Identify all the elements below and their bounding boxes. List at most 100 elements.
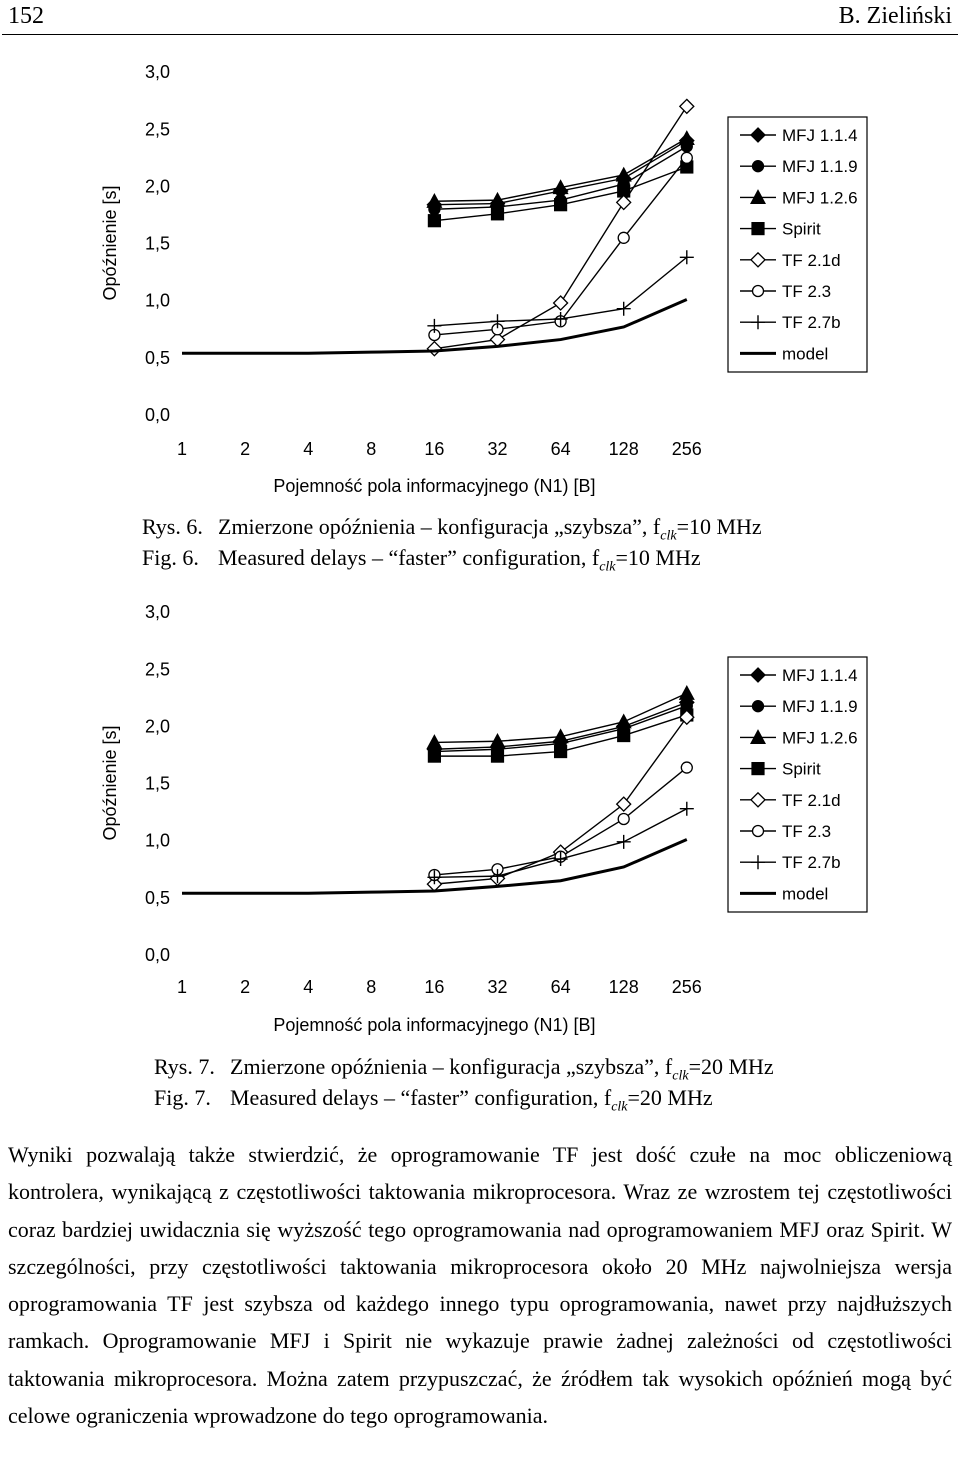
series-model — [182, 298, 688, 355]
y-tick-label: 3,0 — [145, 62, 170, 82]
legend-marker — [751, 315, 765, 330]
x-tick-label: 128 — [609, 977, 639, 997]
y-tick-label: 2,5 — [145, 119, 170, 139]
caption-fig-label: Fig. 6. — [142, 545, 199, 570]
figure-7-caption: Rys. 7. Zmierzone opóźnienia – konfigura… — [154, 1054, 774, 1114]
data-point — [680, 761, 693, 774]
data-point — [615, 194, 632, 211]
data-point — [490, 869, 505, 884]
data-point — [427, 214, 441, 228]
legend-marker — [749, 729, 767, 745]
caption-fig-text: Measured delays – “faster” configuration… — [218, 545, 701, 575]
data-point — [489, 732, 506, 748]
y-tick-label: 0,0 — [145, 945, 170, 965]
legend-marker — [751, 222, 765, 236]
legend-marker — [750, 791, 766, 808]
page-number: 152 — [8, 3, 44, 29]
y-tick-label: 0,5 — [145, 348, 170, 368]
x-tick-label: 32 — [487, 977, 507, 997]
x-tick-label: 64 — [551, 439, 571, 459]
data-point — [678, 709, 695, 726]
series-spirit — [427, 160, 694, 228]
legend-label: model — [782, 884, 828, 903]
legend-marker — [750, 667, 766, 683]
data-point — [490, 314, 505, 329]
legend-label: MFJ 1.2.6 — [782, 728, 858, 747]
data-point — [553, 851, 568, 866]
caption-rys-text: Zmierzone opóźnienia – konfiguracja „szy… — [230, 1054, 774, 1084]
legend-box — [727, 656, 868, 913]
legend-marker — [750, 251, 766, 268]
data-point — [615, 796, 632, 813]
x-tick-label: 2 — [240, 439, 250, 459]
data-point — [553, 198, 568, 212]
header-rule — [2, 34, 958, 35]
data-point — [427, 749, 441, 763]
y-tick-label: 2,0 — [145, 716, 170, 736]
x-tick-label: 8 — [366, 439, 376, 459]
x-tick-label: 256 — [672, 439, 702, 459]
x-axis-title: Pojemność pola informacyjnego (N1) [B] — [273, 1015, 595, 1035]
caption-fig-text: Measured delays – “faster” configuration… — [230, 1085, 713, 1115]
data-point — [490, 749, 505, 763]
data-point — [426, 734, 443, 750]
series-tf-2-7b — [427, 801, 694, 885]
series-line — [182, 838, 688, 895]
x-tick-label: 8 — [366, 977, 376, 997]
data-point — [679, 801, 694, 816]
legend-marker — [751, 700, 765, 713]
data-point — [616, 834, 631, 849]
data-point — [617, 231, 630, 244]
data-point — [426, 192, 443, 208]
data-point — [615, 713, 632, 729]
series-mfj-1-2-6 — [426, 130, 695, 208]
data-point — [679, 250, 694, 265]
legend-label: MFJ 1.2.6 — [782, 188, 858, 207]
data-point — [617, 812, 630, 826]
y-tick-label: 1,0 — [145, 831, 170, 851]
data-point — [427, 870, 442, 885]
data-point — [426, 340, 443, 357]
caption-rys-label: Rys. 7. — [154, 1054, 215, 1079]
x-tick-label: 1 — [177, 977, 187, 997]
series-mfj-1-2-6 — [426, 684, 695, 750]
legend-marker — [749, 189, 767, 204]
data-point — [552, 295, 569, 311]
x-axis-title: Pojemność pola informacyjnego (N1) [B] — [273, 476, 595, 496]
legend-label: TF 2.7b — [782, 313, 841, 332]
data-point — [680, 151, 693, 164]
data-point — [617, 728, 631, 743]
y-axis-title: Opóźnienie [s] — [100, 725, 120, 840]
x-tick-label: 4 — [303, 439, 313, 459]
body-paragraph: Wyniki pozwalają także stwierdzić, że op… — [8, 1142, 952, 1429]
data-point — [553, 311, 568, 326]
y-tick-label: 0,5 — [145, 888, 170, 908]
data-point — [427, 318, 442, 333]
legend-label: TF 2.7b — [782, 853, 841, 872]
legend: MFJ 1.1.4 MFJ 1.1.9 MFJ 1.2.6 Spirit TF 2.1d… — [727, 116, 868, 373]
x-tick-label: 1 — [177, 439, 187, 459]
legend-label: model — [782, 344, 828, 363]
data-point — [489, 191, 506, 207]
x-tick-label: 2 — [240, 977, 250, 997]
legend-box — [727, 116, 868, 373]
series-line — [182, 298, 688, 355]
data-point — [678, 130, 695, 145]
legend-label: TF 2.3 — [782, 282, 831, 301]
x-tick-label: 128 — [609, 439, 639, 459]
legend-label: TF 2.1d — [782, 251, 841, 270]
y-tick-label: 1,0 — [145, 291, 170, 311]
y-tick-label: 2,0 — [145, 176, 170, 196]
legend-marker — [750, 127, 766, 143]
legend-marker — [751, 824, 765, 838]
y-axis-title: Opóźnienie [s] — [100, 185, 120, 300]
data-point — [552, 179, 569, 195]
legend-label: TF 2.3 — [782, 822, 831, 841]
x-tick-label: 32 — [487, 439, 507, 459]
figure-6-caption: Rys. 6. Zmierzone opóźnienia – konfigura… — [142, 514, 762, 574]
figure-6-chart: Opóźnienie [s] 0,0 0,5 1,0 1,5 2,0 2,5 3,0 1 2 4 8 1… — [100, 62, 868, 496]
legend-label: Spirit — [782, 220, 821, 239]
caption-fig-label: Fig. 7. — [154, 1085, 211, 1110]
series-tf-2-7b — [427, 250, 694, 333]
x-tick-label: 16 — [424, 977, 444, 997]
